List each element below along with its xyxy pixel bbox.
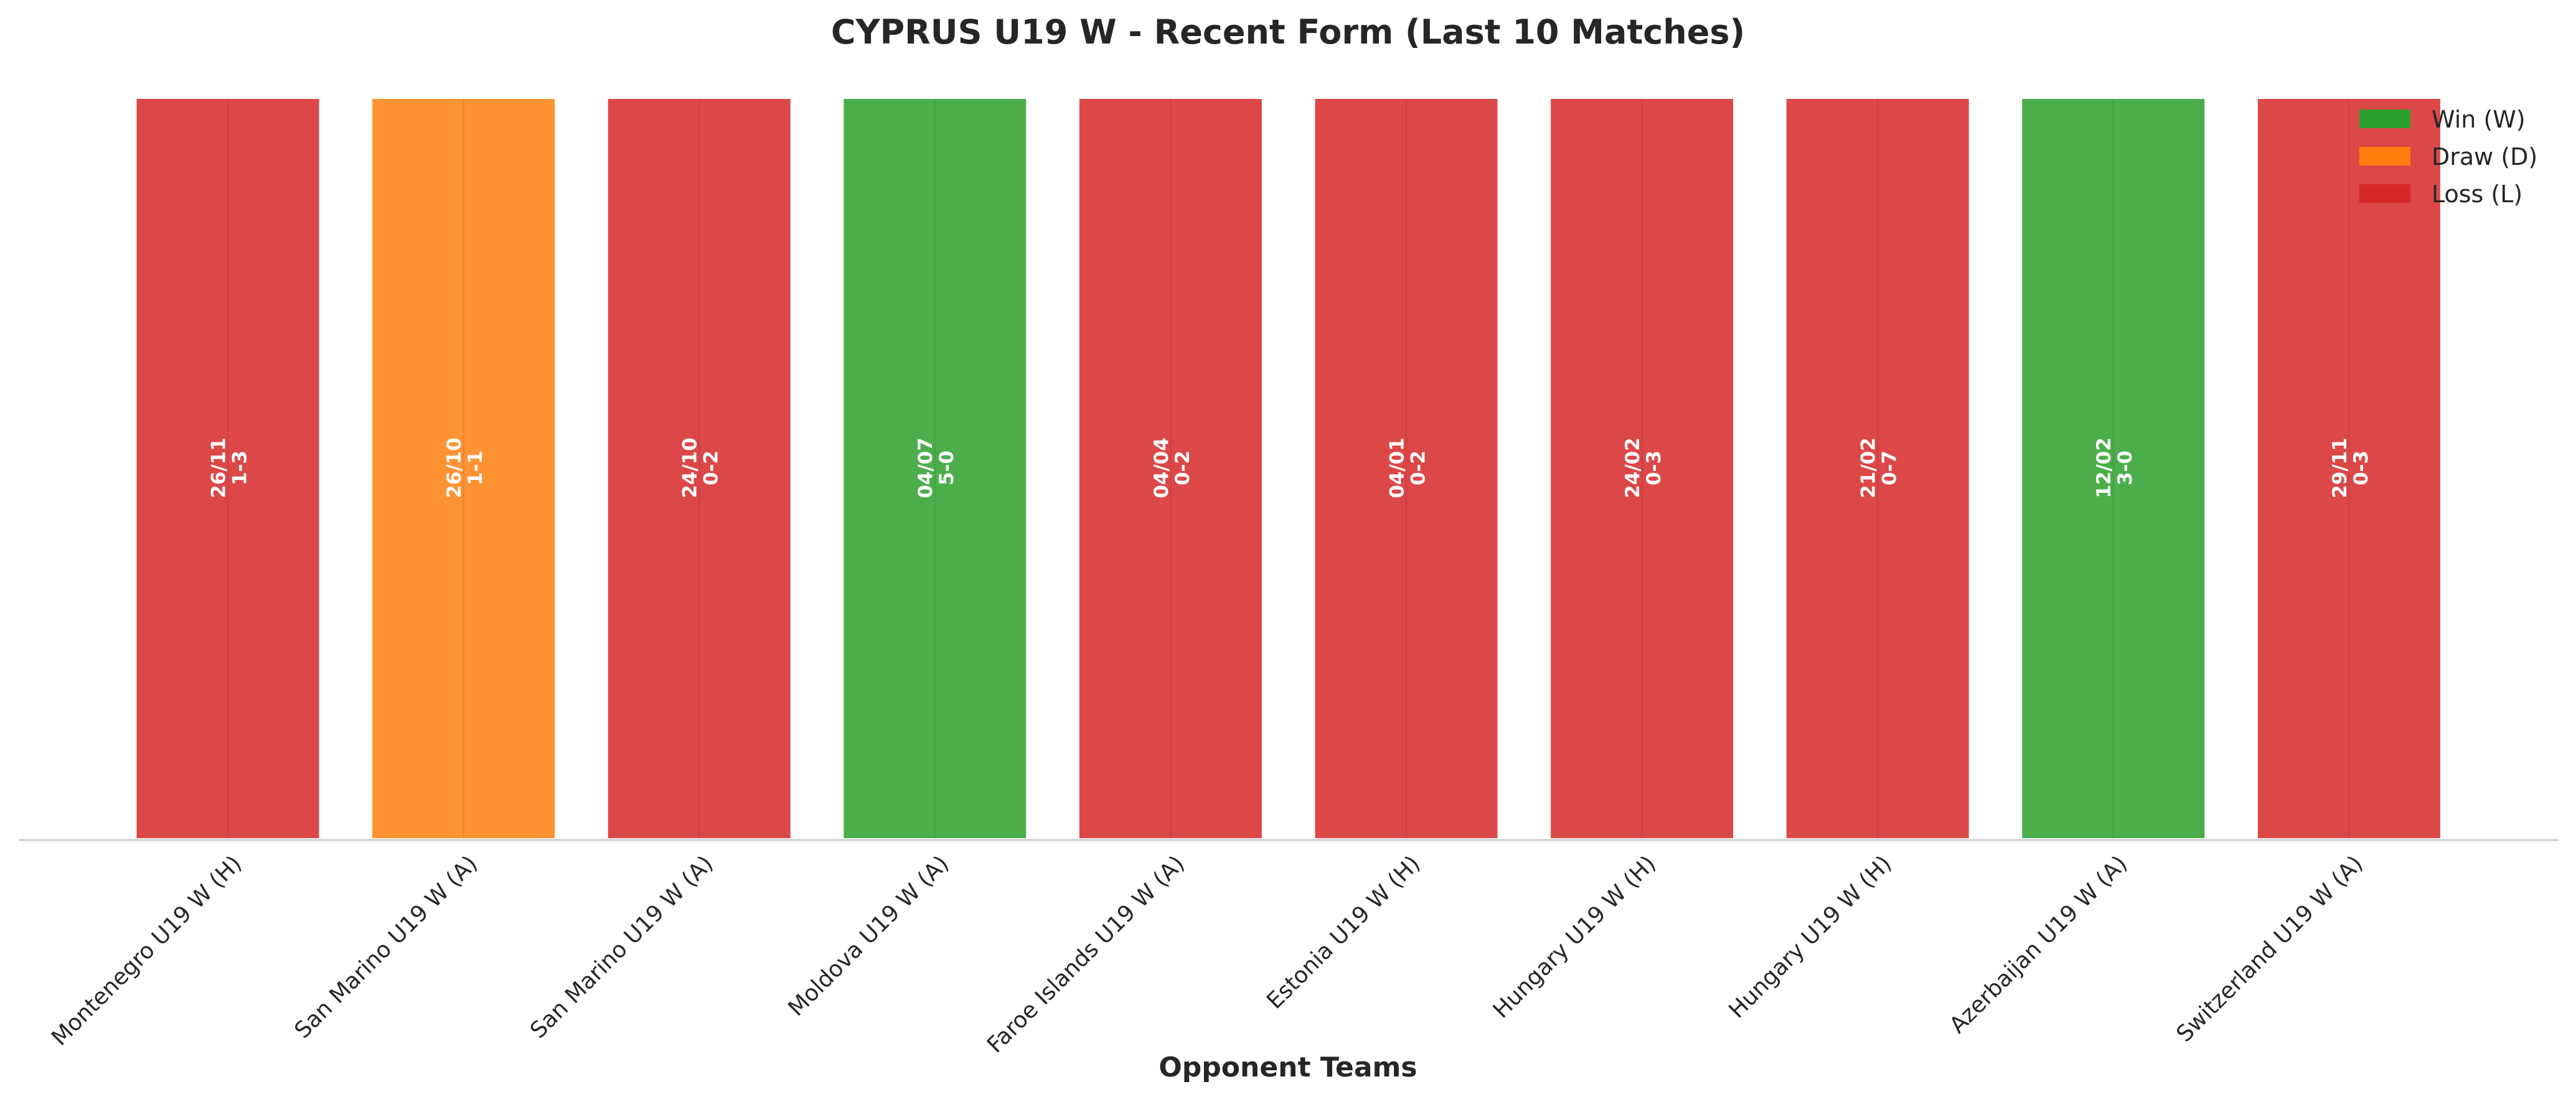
- bar-label-3: 24/100-2: [679, 437, 723, 498]
- bar-label-9: 12/023-0: [2093, 437, 2136, 498]
- bar-date: 12/02: [2093, 437, 2115, 498]
- bar-score: 0-3: [2350, 451, 2372, 485]
- bar-score: 1-3: [228, 451, 251, 485]
- bar-score: 0-3: [1643, 451, 1665, 485]
- bars-layer: 26/111-3 26/101-1 24/100-2 04/075-0 04/040-2…: [134, 96, 2443, 841]
- bar-4: [841, 96, 1029, 841]
- bar-score: 3-0: [2114, 451, 2136, 485]
- bar-3: [605, 96, 793, 841]
- bar-date: 24/10: [679, 437, 702, 498]
- bar-date: 26/11: [207, 437, 230, 498]
- x-tick-label-4: Moldova U19 W (A): [784, 851, 954, 1021]
- bar-date: 04/01: [1386, 437, 1408, 498]
- chart-title: CYPRUS U19 W - Recent Form (Last 10 Matc…: [831, 12, 1745, 52]
- bar-score: 0-2: [1172, 451, 1194, 485]
- x-tick-label-2: San Marino U19 W (A): [290, 851, 483, 1044]
- bar-label-5: 04/040-2: [1150, 437, 1194, 498]
- x-tick-label-3: San Marino U19 W (A): [525, 851, 718, 1044]
- bar-score: 5-0: [936, 451, 958, 485]
- x-tick-label-5: Faroe Islands U19 W (A): [982, 851, 1190, 1058]
- x-tick-label-6: Estonia U19 W (H): [1262, 851, 1425, 1014]
- bar-date: 26/10: [443, 437, 466, 498]
- bar-score: 0-2: [700, 451, 723, 485]
- legend-swatch-d: [2359, 147, 2410, 166]
- legend-label-d: Draw (D): [2432, 143, 2537, 170]
- bar-date: 29/11: [2329, 437, 2351, 498]
- legend-label-w: Win (W): [2432, 106, 2526, 133]
- bar-label-4: 04/075-0: [914, 437, 958, 498]
- bar-2: [370, 96, 558, 841]
- bar-5: [1076, 96, 1264, 841]
- bar-score: 1-1: [464, 451, 487, 485]
- bar-10: [2255, 96, 2443, 841]
- x-tick-label-1: Montenegro U19 W (H): [47, 851, 247, 1050]
- legend-label-l: Loss (L): [2432, 180, 2522, 208]
- x-tick-label-9: Azerbaijan U19 W (A): [1945, 851, 2132, 1038]
- legend-swatch-w: [2359, 110, 2410, 128]
- x-tick-label-8: Hungary U19 W (H): [1724, 851, 1896, 1023]
- bar-7: [1548, 96, 1736, 841]
- bar-date: 24/02: [1622, 437, 1644, 498]
- bar-label-10: 29/110-3: [2329, 437, 2372, 498]
- bar-1: [134, 96, 322, 841]
- x-axis-label: Opponent Teams: [1159, 1052, 1417, 1083]
- legend: Win (W) Draw (D) Loss (L): [2359, 106, 2537, 208]
- x-tick-label-10: Switzerland U19 W (A): [2172, 851, 2368, 1047]
- bar-6: [1312, 96, 1500, 841]
- bar-score: 0-7: [1879, 451, 1901, 485]
- bar-date: 21/02: [1858, 437, 1880, 498]
- x-tick-label-7: Hungary U19 W (H): [1488, 851, 1661, 1023]
- bar-label-2: 26/101-1: [443, 437, 487, 498]
- bar-label-1: 26/111-3: [207, 437, 251, 498]
- bar-date: 04/07: [914, 437, 937, 498]
- bar-label-6: 04/010-2: [1386, 437, 1429, 498]
- legend-swatch-l: [2359, 184, 2410, 203]
- bar-label-8: 21/020-7: [1858, 437, 1901, 498]
- bar-label-7: 24/020-3: [1622, 437, 1665, 498]
- x-tick-labels: Montenegro U19 W (H) San Marino U19 W (A)…: [47, 851, 2368, 1058]
- bar-date: 04/04: [1150, 437, 1173, 498]
- bar-score: 0-2: [1407, 451, 1429, 485]
